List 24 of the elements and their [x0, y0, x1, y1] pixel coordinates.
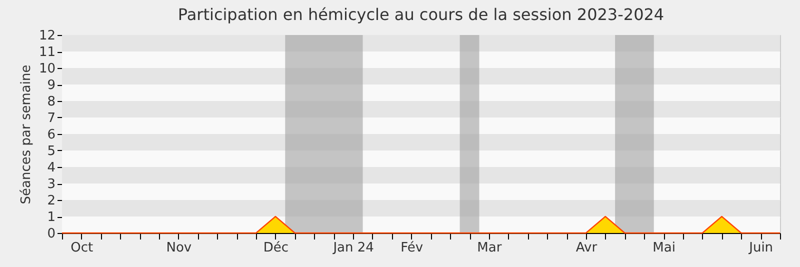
- x-tick-label: Avr: [576, 240, 598, 256]
- y-tick-label: 11: [38, 45, 56, 60]
- y-tick-label: 3: [47, 177, 56, 192]
- y-tick-label: 1: [47, 210, 56, 225]
- x-tick-label: Fév: [400, 240, 424, 256]
- x-tick-label: Nov: [166, 240, 192, 256]
- y-tick-label: 0: [47, 226, 56, 242]
- chart-title: Participation en hémicycle au cours de la session 2023-2024: [178, 5, 664, 24]
- y-tick-label: 9: [47, 78, 56, 93]
- x-tick-label: Jan 24: [332, 240, 374, 256]
- y-tick-label: 12: [38, 28, 56, 44]
- y-tick-label: 7: [47, 111, 56, 126]
- y-axis-title: Séances par semaine: [18, 64, 34, 204]
- y-tick-label: 2: [47, 194, 56, 208]
- x-tick-label: Mai: [652, 240, 676, 256]
- x-tick-label: Déc: [263, 240, 289, 256]
- x-tick-label: Oct: [70, 240, 94, 256]
- y-tick-label: 10: [38, 62, 56, 76]
- y-tick-label: 4: [47, 160, 56, 176]
- y-tick-label: 8: [47, 94, 56, 110]
- x-tick-label: Mar: [477, 240, 502, 256]
- x-tick-label: Juin: [748, 240, 774, 256]
- y-tick-label: 6: [47, 128, 56, 142]
- y-tick-label: 5: [47, 144, 56, 159]
